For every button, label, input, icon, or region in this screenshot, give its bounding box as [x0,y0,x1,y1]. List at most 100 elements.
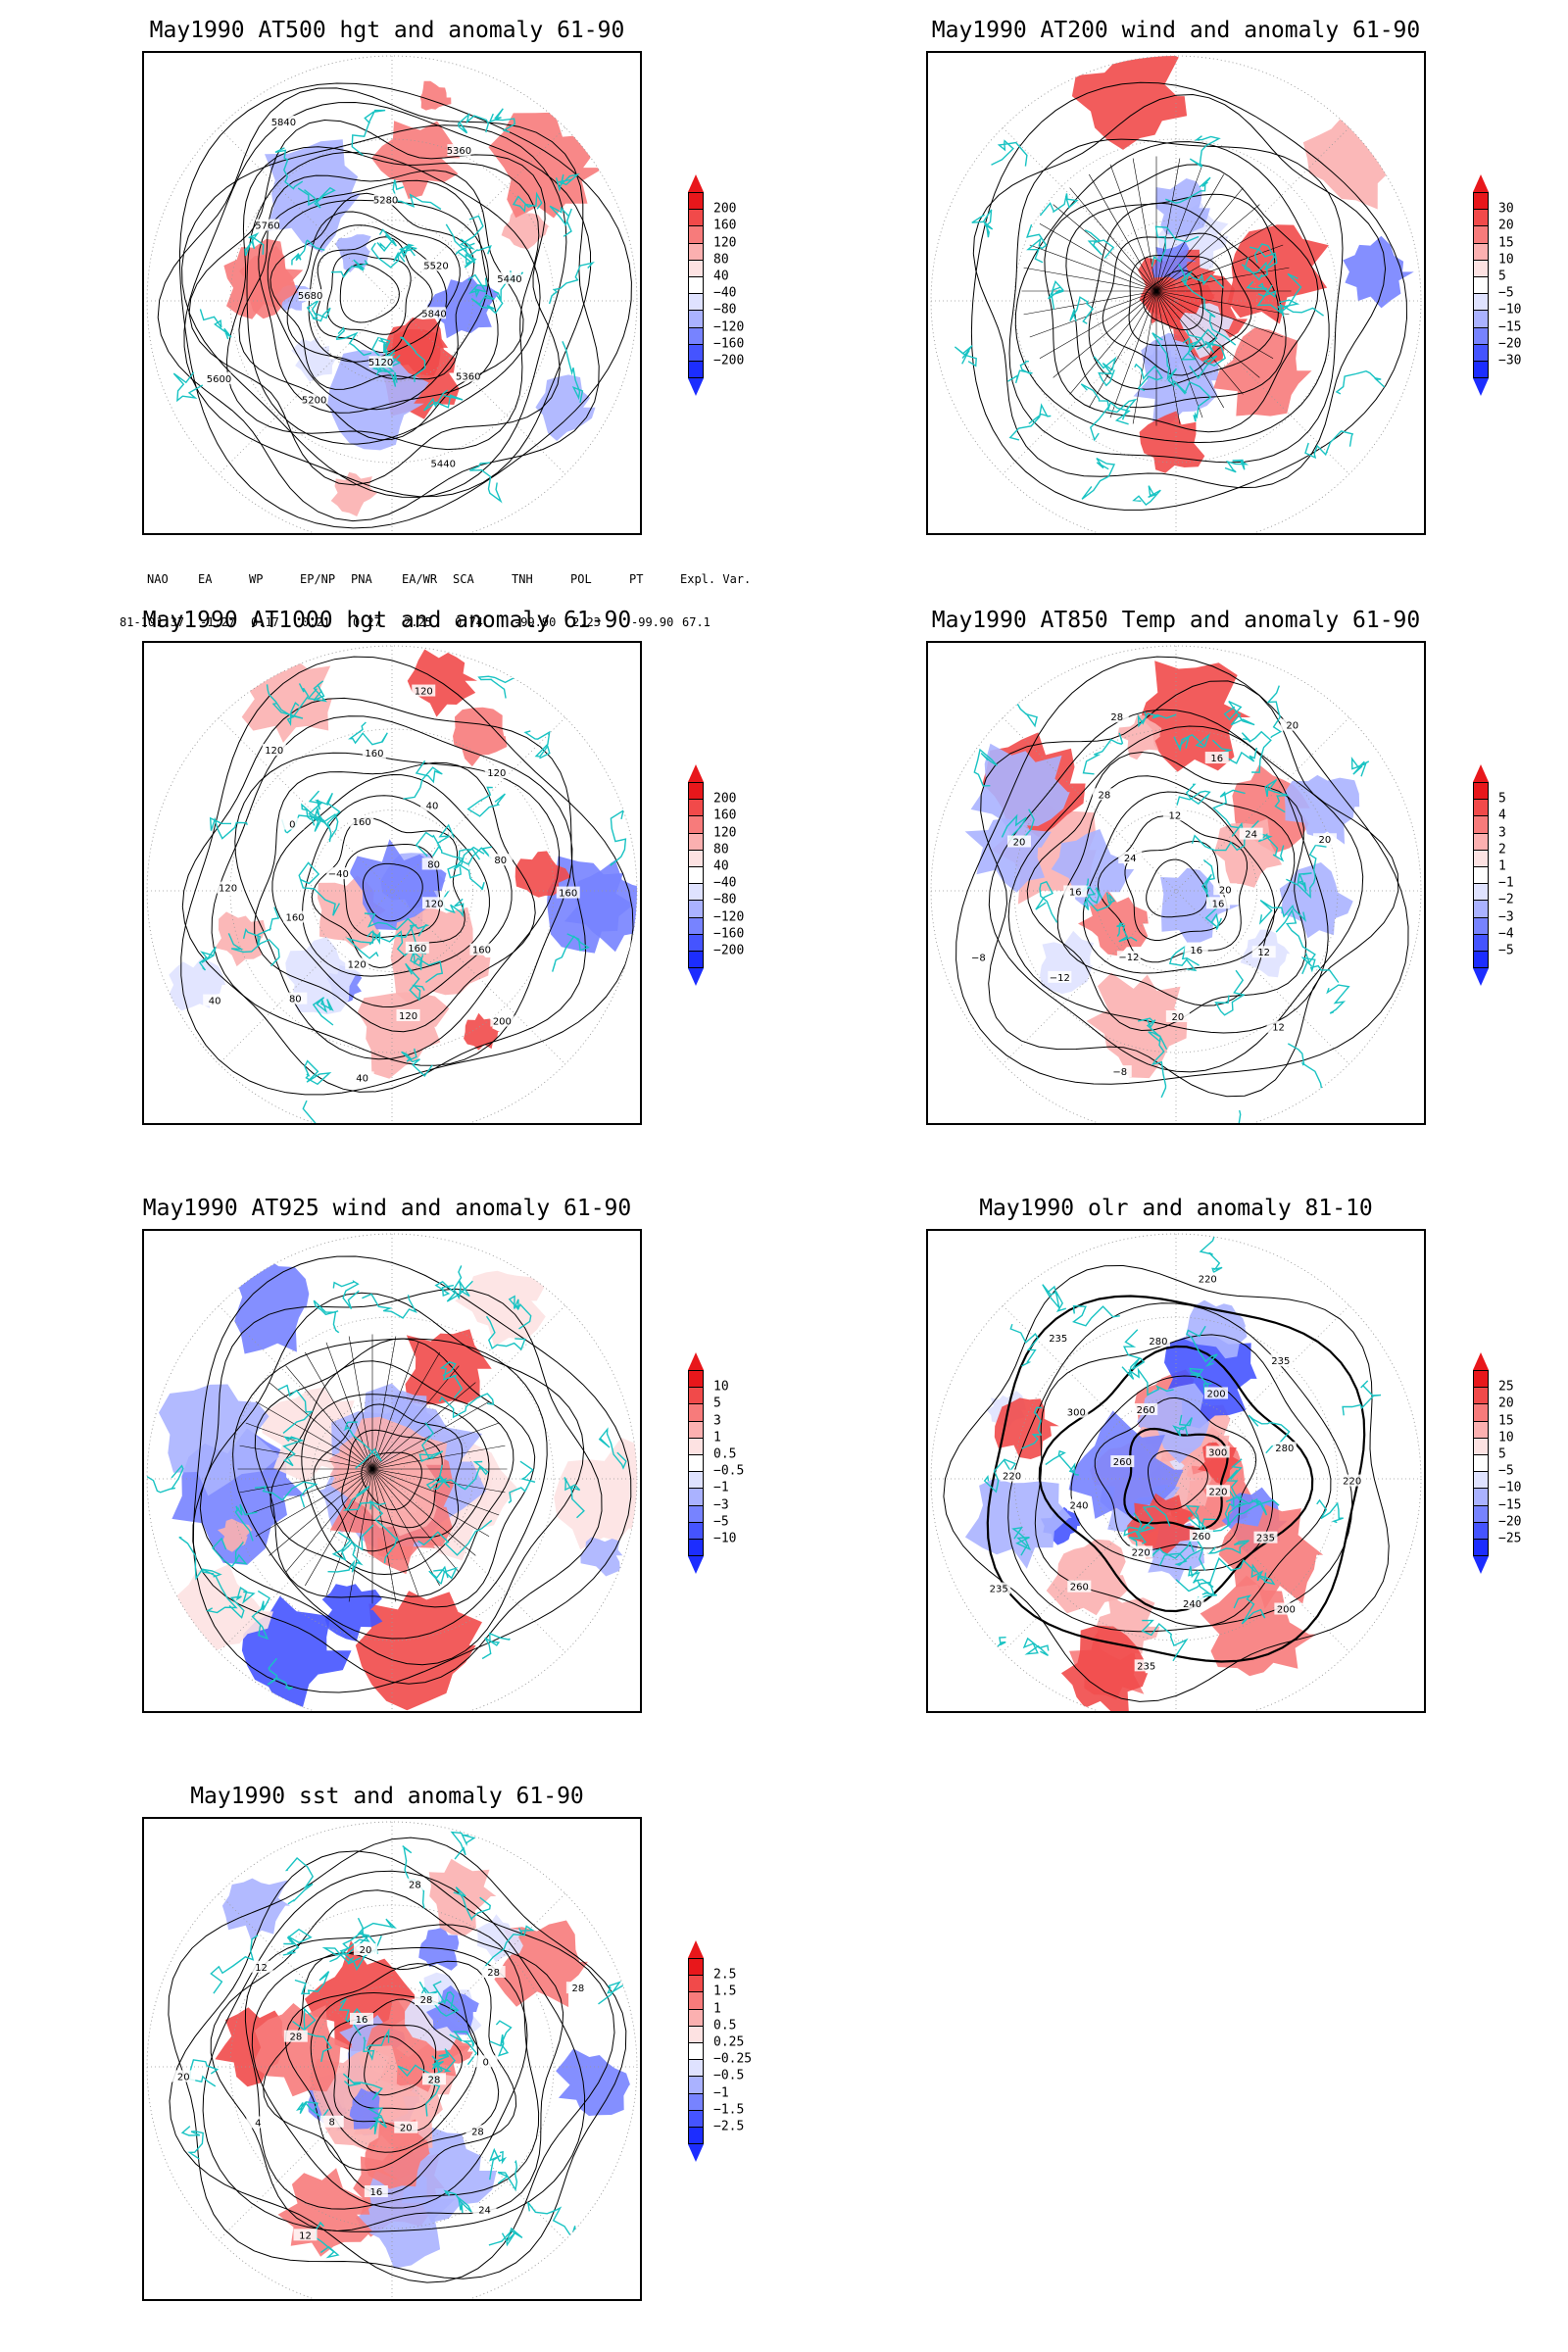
contour-label: 220 [1003,1472,1021,1483]
contour-line [1044,164,1319,433]
contour-label-bg [1116,951,1141,963]
contour-label: −40 [328,869,349,880]
contour-line [267,199,489,411]
colorbar-label: −200 [713,353,745,368]
contour-label: 160 [559,889,577,900]
colorbar-label: −80 [713,302,737,318]
colorbar-swatch [1473,1387,1489,1405]
contour-label-bg [362,746,386,759]
streamline [245,1468,373,1516]
streamline [1155,290,1290,316]
colorbar-swatch [1473,1521,1489,1540]
teleconnection-value: 2.25 [404,615,432,629]
streamline [1155,290,1260,378]
streamline [1132,158,1157,292]
contour-label: 12 [1272,1023,1285,1034]
colorbar-swatch [688,242,704,261]
contour-line [988,709,1364,1073]
teleconnection-value: 2.23 [572,615,601,629]
colorbar-label: 1 [713,1430,721,1446]
contour-line [1082,791,1276,974]
colorbar-label: −10 [1498,302,1522,318]
contour-label-bg [368,356,393,368]
contour-label: 200 [1206,1389,1225,1399]
streamline [371,1445,506,1470]
colorbar-label: 1 [713,2001,721,2017]
colorbar-label: 0.5 [713,1446,737,1462]
teleconnection-headers: NAO EA WP EP/NP PNA EA/WR SCA TNH POL PT Expl. Var… [129,572,751,588]
streamline [1029,244,1157,292]
contour-label-bg [1239,827,1263,840]
positive-anomaly-area [1227,224,1329,324]
negative-anomaly-area [1343,235,1414,309]
streamline [371,1422,500,1470]
positive-anomaly-area [514,851,572,898]
negative-anomaly-area [327,349,429,451]
map-boundary [146,1233,638,1711]
contour-line [183,101,592,498]
contour-label-bg [421,858,446,870]
contour-label: 40 [209,997,221,1007]
map-boundary [930,645,1422,1123]
contour-label-bg [412,684,436,697]
teleconnection-value: 0.74 [455,615,483,629]
colorbar-label: 15 [1498,1413,1514,1429]
positive-anomaly-area [1071,56,1188,150]
streamline [371,1336,397,1470]
colorbar-swatch [688,1370,704,1389]
contour-line [192,1255,632,1693]
map-boundary [146,1821,638,2299]
contour-label-bg [396,1008,420,1021]
contour-line [254,1338,536,1608]
contour-label: 220 [1208,1487,1227,1497]
streamline [348,1468,373,1602]
colorbar-label: 3 [1498,825,1506,841]
colorbar-min-arrow [688,968,704,987]
negative-anomaly-area [1145,348,1181,381]
contour-label-bg [1184,943,1208,956]
contour-label-bg [172,2070,196,2082]
contour-label-bg [280,817,305,830]
map-disc: 120 160 200 160 120 40 120 80 40 160 120 −40 0 120 160… [147,646,637,1123]
colorbar-swatch [688,259,704,277]
colorbar-swatch [1473,832,1489,851]
contour-line [1102,232,1252,376]
streamline [1155,173,1225,292]
negative-anomaly-area [427,275,500,339]
contour-label: 20 [360,1945,372,1956]
panel-title: May1990 sst and anomaly 61-90 [190,1784,584,1809]
contour-label-bg [1129,1545,1153,1558]
latitude-circle [229,1316,555,1642]
colorbar-swatch [688,1387,704,1405]
teleconnection-header: Expl. Var. [680,572,752,586]
contour-label-bg [469,943,494,956]
contour-label-bg [1272,1442,1297,1454]
colorbar-label: −10 [713,1531,737,1546]
positive-anomaly-area [1139,411,1205,473]
colorbar-swatch [1473,1403,1489,1422]
contour-label: −8 [1112,1067,1127,1078]
colorbar-swatch [688,209,704,227]
colorbar-label: 5 [1498,269,1506,284]
streamline [1155,187,1244,292]
colorbar-label: 10 [1498,1430,1514,1446]
contour-label-bg [484,766,509,779]
positive-anomaly-area [453,707,508,767]
colorbar-swatch [1473,361,1489,379]
contour-label-bg [1064,1405,1089,1418]
map-boundary [146,55,638,533]
contour-label: 5520 [423,262,448,272]
contour-label-bg [466,2125,490,2137]
contour-label: 24 [1245,830,1257,841]
polar-map: 220 235 200 260 240 235 220 260 235 240 220 260 300 2… [930,1233,1422,1711]
contour-line [364,2035,425,2096]
contour-label: 300 [1208,1447,1227,1458]
teleconnection-value: -99.90 [631,615,674,629]
colorbar-max-arrow [1473,764,1489,782]
streamline [371,1468,419,1596]
contour-label-bg [271,115,296,127]
contour-line [1007,725,1329,1034]
polar-map: 16 12 12 16 20 −8 −12 −12 −8 16 20 24 28 28 12 16 20 24 20… [930,645,1422,1123]
meridian-line [1002,126,1350,475]
coastline [172,108,595,504]
